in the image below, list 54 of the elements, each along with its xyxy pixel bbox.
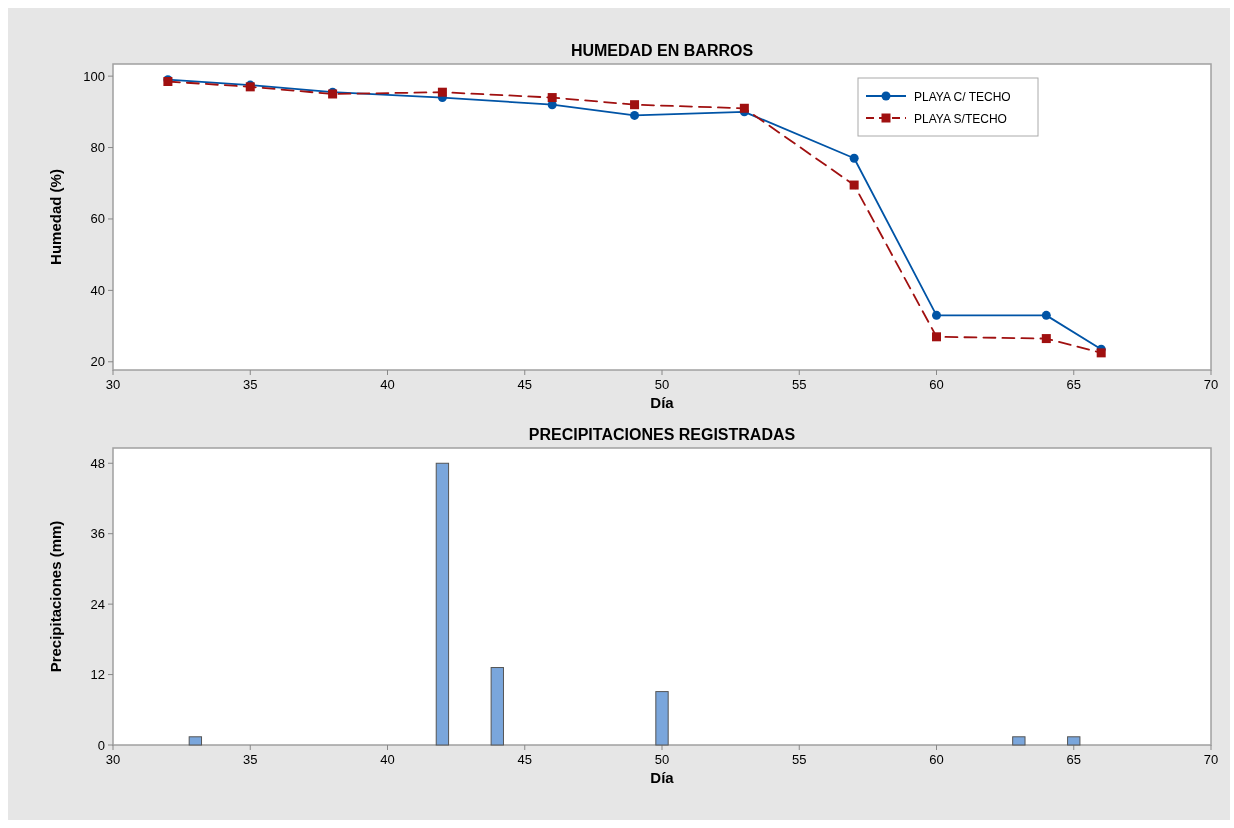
point: [630, 100, 640, 110]
point: [1041, 334, 1051, 344]
x-tick-label: 50: [654, 752, 670, 767]
bar: [188, 736, 203, 746]
y-tick-label: 100: [83, 68, 105, 84]
bar: [1012, 736, 1026, 746]
x-tick-label: 60: [929, 377, 944, 392]
chart-title: HUMEDAD EN BARROS: [570, 42, 754, 59]
x-tick-label: 30: [105, 377, 121, 392]
bar: [490, 667, 504, 746]
x-tick-label: 70: [1203, 752, 1219, 767]
x-tick-label: 45: [517, 752, 532, 767]
y-axis-title: Humedad (%): [47, 169, 64, 265]
legend-label: PLAYA C/ TECHO: [914, 89, 1011, 104]
bar: [1067, 736, 1081, 746]
x-tick-label: 70: [1203, 377, 1219, 392]
point: [849, 180, 859, 190]
point: [547, 93, 557, 103]
x-tick-label: 60: [929, 752, 944, 767]
point: [932, 332, 941, 342]
x-tick-label: 30: [105, 752, 121, 767]
x-tick-label: 55: [792, 752, 807, 767]
x-tick-label: 35: [243, 377, 258, 392]
y-tick-label: 36: [90, 526, 105, 542]
legend-label: PLAYA S/TECHO: [914, 111, 1007, 126]
y-tick-label: 12: [90, 667, 105, 683]
x-tick-label: 40: [380, 752, 395, 767]
point: [1096, 348, 1106, 358]
point: [932, 310, 941, 320]
point: [437, 87, 447, 97]
x-tick-label: 45: [517, 377, 532, 392]
x-tick-label: 40: [380, 377, 395, 392]
point: [1041, 310, 1051, 320]
x-tick-label: 35: [243, 752, 258, 767]
x-tick-label: 50: [654, 377, 670, 392]
point: [739, 103, 749, 113]
chart-title: PRECIPITACIONES REGISTRADAS: [528, 426, 796, 443]
bar: [435, 462, 450, 746]
y-tick-label: 0: [97, 737, 105, 753]
y-tick-label: 48: [90, 455, 105, 471]
y-axis-title: Precipitaciones (mm): [47, 520, 64, 673]
y-tick-label: 60: [90, 211, 105, 227]
x-tick-label: 65: [1066, 752, 1081, 767]
x-tick-label: 65: [1066, 377, 1081, 392]
x-tick-label: 55: [792, 377, 807, 392]
x-axis-title: Día: [650, 394, 675, 411]
y-tick-label: 24: [90, 596, 105, 612]
y-tick-label: 40: [90, 282, 105, 298]
x-axis-title: Día: [650, 769, 675, 786]
point: [630, 110, 640, 120]
bar: [655, 691, 669, 746]
point: [849, 153, 859, 163]
y-tick-label: 80: [90, 140, 105, 156]
y-tick-label: 20: [90, 354, 105, 370]
